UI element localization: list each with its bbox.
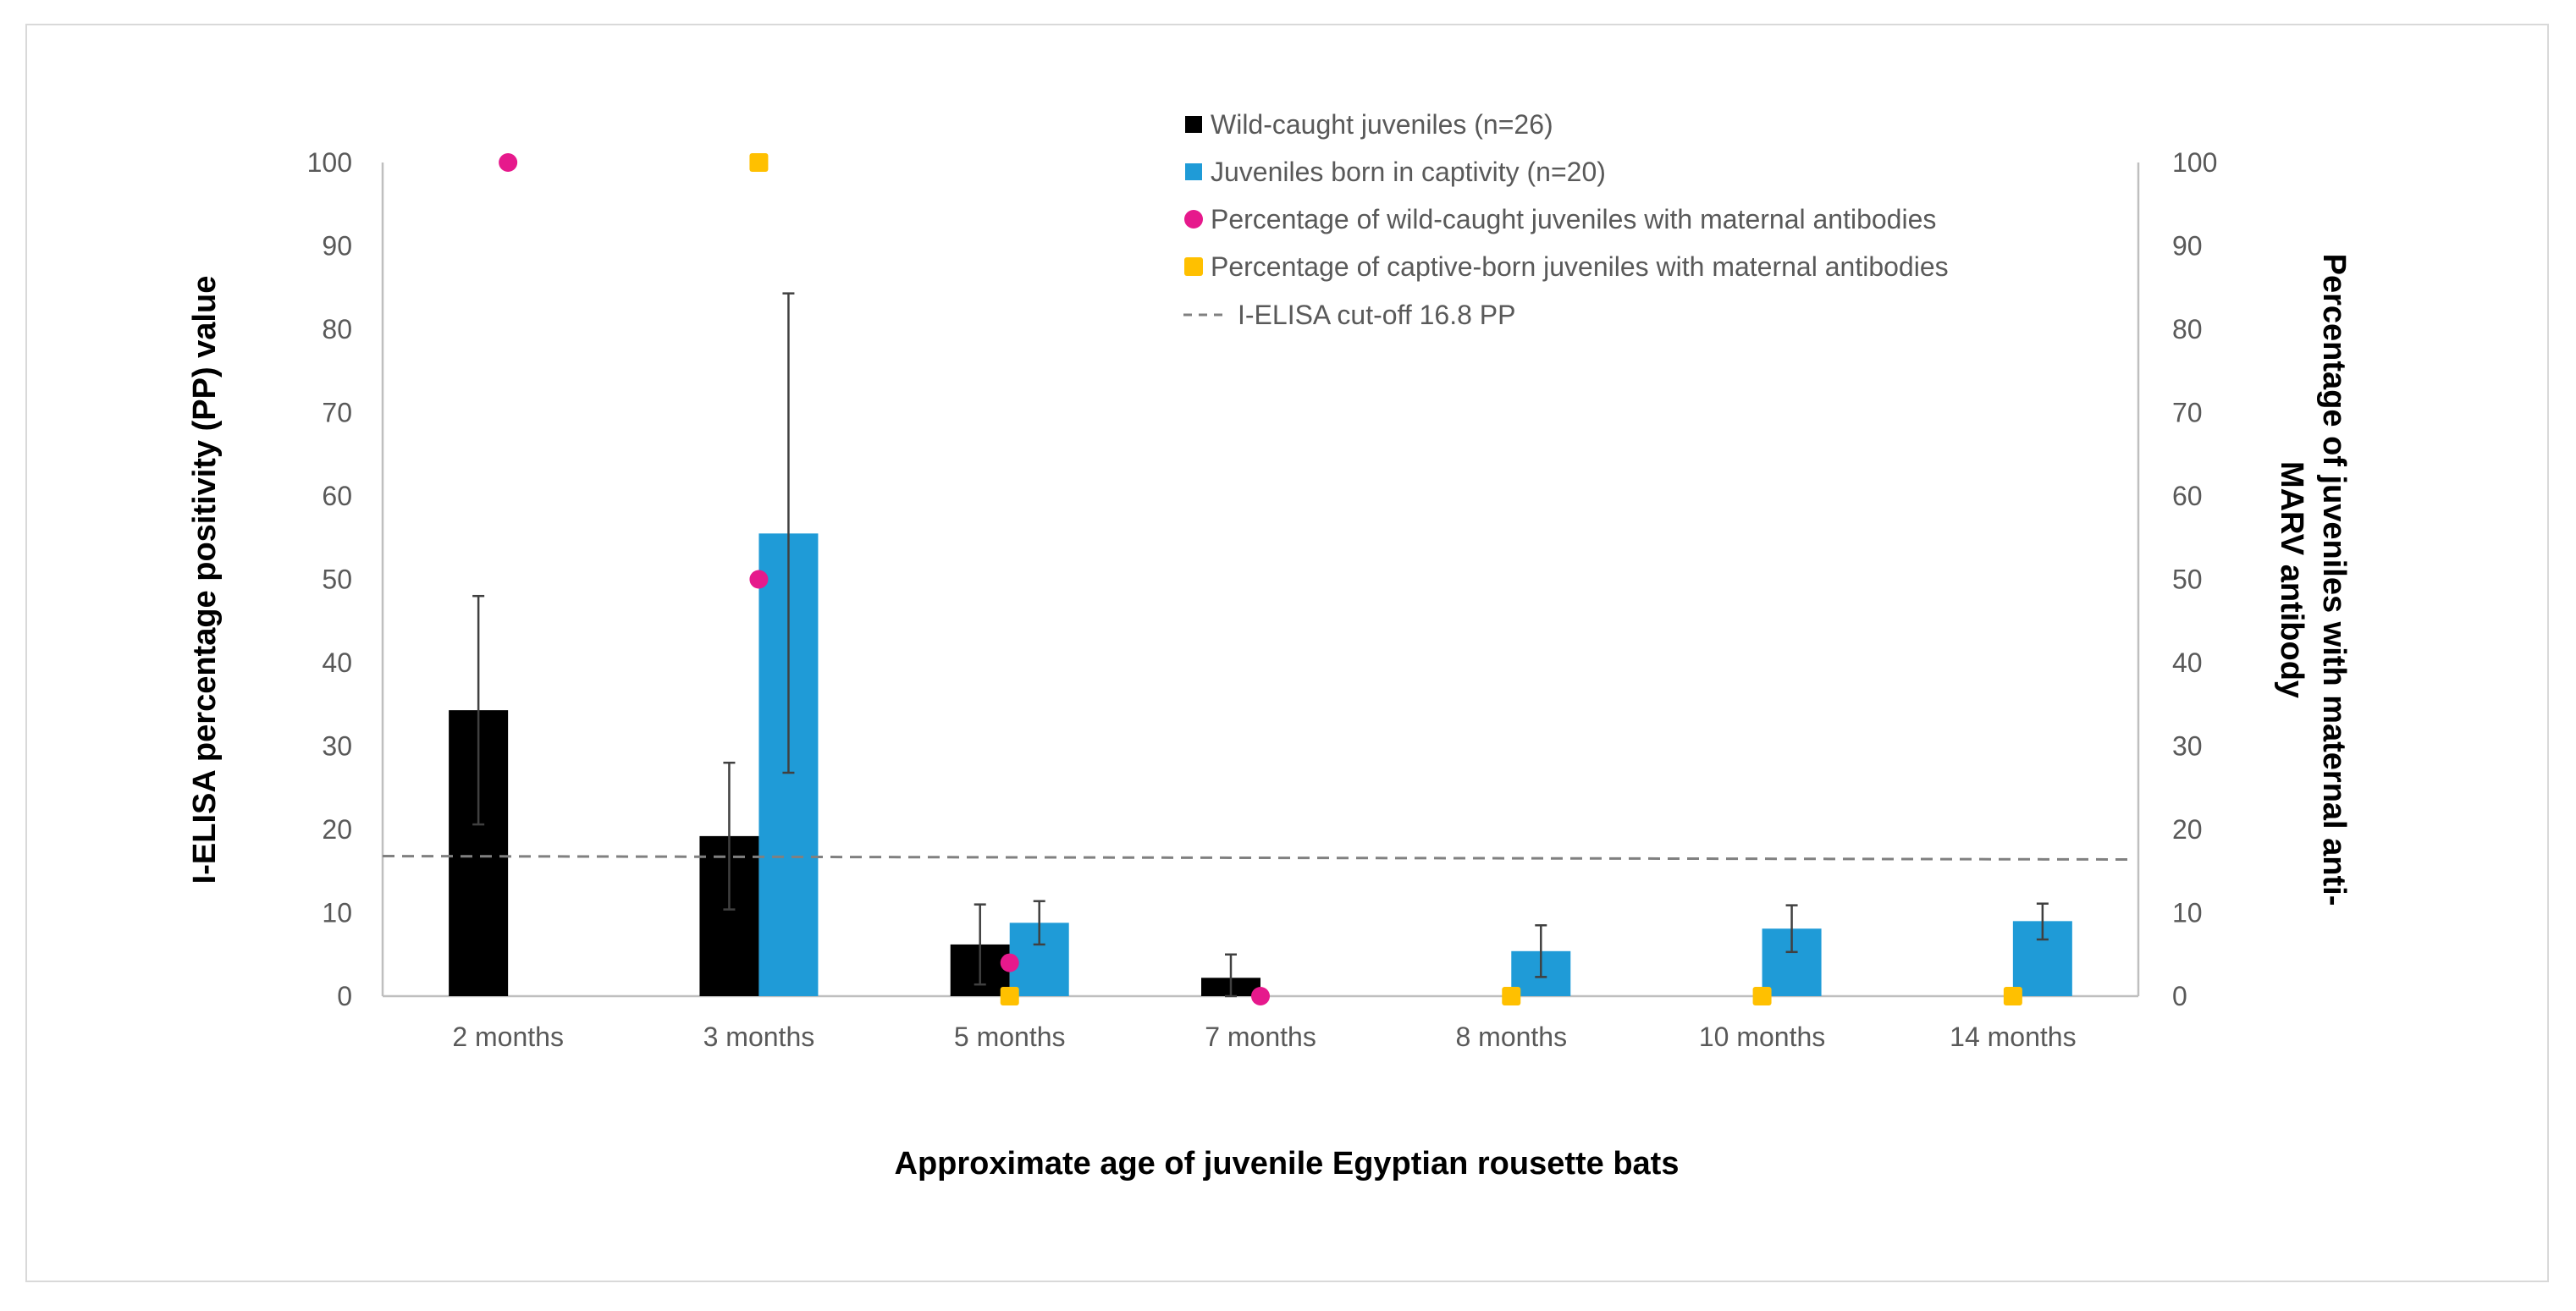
x-tick-label: 5 months bbox=[954, 1022, 1066, 1052]
captive-percentage-point bbox=[749, 153, 769, 172]
legend-item-wild: Wild-caught juveniles (n=26) bbox=[1185, 109, 1553, 140]
left-y-tick-labels: 0 10 20 30 40 50 60 70 80 90 100 bbox=[307, 147, 352, 1011]
legend-item-wild-percentage: Percentage of wild-caught juveniles with… bbox=[1184, 204, 1936, 234]
captive-percentage-point bbox=[1502, 987, 1521, 1005]
error-bars bbox=[472, 292, 2049, 998]
legend-label-cutoff: I-ELISA cut-off 16.8 PP bbox=[1238, 300, 1515, 330]
left-y-tick-label: 30 bbox=[322, 731, 352, 762]
right-y-tick-label: 0 bbox=[2172, 981, 2187, 1011]
legend: Wild-caught juveniles (n=26) Juveniles b… bbox=[1183, 109, 1949, 330]
right-y-tick-label: 100 bbox=[2172, 147, 2217, 178]
left-y-tick-label: 60 bbox=[322, 481, 352, 511]
bars bbox=[449, 533, 2072, 996]
axes bbox=[381, 162, 2140, 998]
right-y-tick-label: 50 bbox=[2172, 565, 2203, 595]
right-y-tick-label: 30 bbox=[2172, 731, 2203, 762]
right-y-tick-label: 10 bbox=[2172, 898, 2203, 928]
x-tick-label: 7 months bbox=[1205, 1022, 1316, 1052]
right-y-tick-label: 60 bbox=[2172, 481, 2203, 511]
legend-swatch-captive bbox=[1185, 163, 1202, 180]
wild-percentage-point bbox=[1000, 953, 1019, 972]
captive-percentage-point bbox=[2003, 987, 2022, 1005]
right-y-axis-title-line1: Percentage of juveniles with maternal an… bbox=[2316, 254, 2352, 906]
legend-label-wild-percentage: Percentage of wild-caught juveniles with… bbox=[1211, 204, 1936, 234]
x-tick-label: 2 months bbox=[452, 1022, 564, 1052]
legend-label-wild: Wild-caught juveniles (n=26) bbox=[1211, 109, 1553, 140]
captive-percentage-point bbox=[1000, 987, 1019, 1005]
x-tick-labels: 2 months 3 months 5 months 7 months 8 months… bbox=[452, 1022, 2076, 1052]
left-y-tick-label: 0 bbox=[337, 981, 352, 1011]
x-axis-title: Approximate age of juvenile Egyptian rou… bbox=[895, 1146, 1680, 1182]
left-y-tick-label: 80 bbox=[322, 314, 352, 344]
right-y-tick-label: 70 bbox=[2172, 398, 2203, 428]
x-tick-label: 14 months bbox=[1950, 1022, 2076, 1052]
wild-percentage-point bbox=[749, 570, 769, 589]
legend-label-captive: Juveniles born in captivity (n=20) bbox=[1211, 157, 1606, 187]
wild-percentage-point bbox=[499, 153, 518, 172]
legend-item-captive: Juveniles born in captivity (n=20) bbox=[1185, 157, 1606, 187]
left-y-tick-label: 70 bbox=[322, 398, 352, 428]
legend-swatch-wild-percentage bbox=[1184, 210, 1203, 229]
left-y-tick-label: 90 bbox=[322, 231, 352, 262]
left-y-tick-label: 20 bbox=[322, 814, 352, 845]
right-y-tick-label: 40 bbox=[2172, 647, 2203, 678]
right-y-tick-label: 80 bbox=[2172, 314, 2203, 344]
cutoff-line bbox=[382, 855, 2134, 862]
legend-swatch-captive-percentage bbox=[1184, 257, 1203, 276]
right-y-tick-label: 90 bbox=[2172, 231, 2203, 262]
points bbox=[499, 153, 2022, 1005]
x-tick-label: 10 months bbox=[1699, 1022, 1825, 1052]
x-tick-label: 3 months bbox=[703, 1022, 815, 1052]
x-tick-label: 8 months bbox=[1455, 1022, 1567, 1052]
left-y-tick-label: 10 bbox=[322, 898, 352, 928]
chart-frame bbox=[25, 24, 2549, 1282]
captive-percentage-point bbox=[1752, 987, 1772, 1005]
left-y-tick-label: 50 bbox=[322, 565, 352, 595]
wild-percentage-point bbox=[1251, 987, 1270, 1005]
left-y-tick-label: 40 bbox=[322, 647, 352, 678]
legend-label-captive-percentage: Percentage of captive-born juveniles wit… bbox=[1211, 251, 1949, 282]
legend-item-captive-percentage: Percentage of captive-born juveniles wit… bbox=[1184, 251, 1949, 282]
left-y-tick-label: 100 bbox=[307, 147, 352, 178]
right-y-axis-title-line2: MARV antibody bbox=[2274, 461, 2309, 698]
legend-swatch-wild bbox=[1185, 116, 1202, 133]
legend-item-cutoff: I-ELISA cut-off 16.8 PP bbox=[1183, 300, 1515, 330]
right-y-tick-label: 20 bbox=[2172, 814, 2203, 845]
right-y-axis-title: Percentage of juveniles with maternal an… bbox=[2274, 254, 2352, 906]
right-y-tick-labels: 0 10 20 30 40 50 60 70 80 90 100 bbox=[2172, 147, 2217, 1011]
left-y-axis-title: I-ELISA percentage positivity (PP) value bbox=[187, 276, 223, 884]
